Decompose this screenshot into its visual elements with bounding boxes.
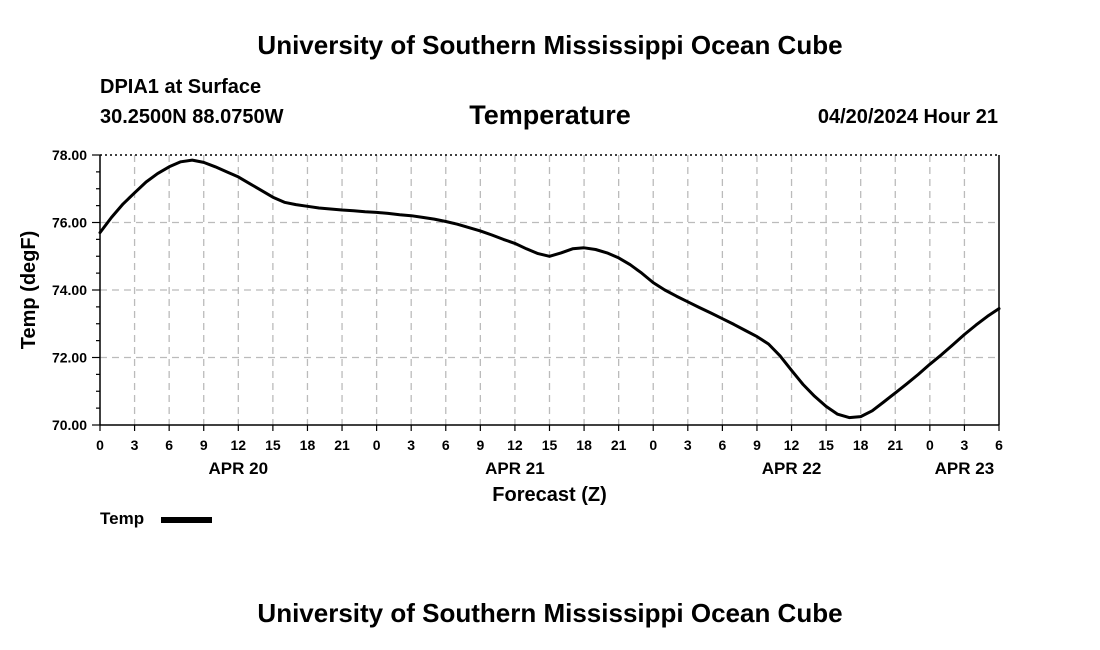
temp-series-line — [98, 158, 1001, 420]
x-tick-label: 0 — [649, 437, 657, 453]
x-tick-label: 0 — [373, 437, 381, 453]
x-tick-label: 6 — [165, 437, 173, 453]
x-tick-label: 9 — [476, 437, 484, 453]
footer-title: University of Southern Mississippi Ocean… — [257, 598, 843, 628]
x-tick-label: 18 — [300, 437, 316, 453]
forecast-timestamp: 04/20/2024 Hour 21 — [817, 106, 998, 128]
x-tick-label: 9 — [753, 437, 761, 453]
date-label: APR 23 — [935, 459, 995, 478]
x-tick-label: 6 — [995, 437, 1003, 453]
x-tick-label: 15 — [265, 437, 281, 453]
x-tick-label: 0 — [96, 437, 104, 453]
x-tick-label: 18 — [853, 437, 869, 453]
y-tick-label: 78.00 — [52, 147, 87, 163]
x-tick-label: 21 — [887, 437, 903, 453]
legend-label: Temp — [100, 509, 145, 528]
page-title: University of Southern Mississippi Ocean… — [257, 30, 843, 60]
x-tick-label: 6 — [442, 437, 450, 453]
y-tick-label: 70.00 — [52, 417, 87, 433]
date-label: APR 22 — [762, 459, 822, 478]
station-label: DPIA1 at Surface — [100, 76, 262, 98]
x-tick-label: 21 — [611, 437, 627, 453]
station-coordinates: 30.2500N 88.0750W — [100, 106, 284, 128]
x-tick-label: 18 — [576, 437, 592, 453]
x-tick-label: 12 — [231, 437, 247, 453]
x-tick-label: 15 — [818, 437, 834, 453]
date-label: APR 21 — [485, 459, 545, 478]
y-tick-label: 74.00 — [52, 282, 87, 298]
x-tick-label: 3 — [407, 437, 415, 453]
y-tick-label: 72.00 — [52, 350, 87, 366]
x-tick-label: 3 — [961, 437, 969, 453]
y-tick-label: 76.00 — [52, 215, 87, 231]
date-label: APR 20 — [209, 459, 269, 478]
x-tick-label: 3 — [131, 437, 139, 453]
x-tick-label: 3 — [684, 437, 692, 453]
x-tick-label: 6 — [718, 437, 726, 453]
x-tick-label: 15 — [542, 437, 558, 453]
chart-title: Temperature — [469, 100, 631, 130]
x-tick-label: 0 — [926, 437, 934, 453]
y-axis-label: Temp (degF) — [18, 231, 40, 350]
x-tick-label: 21 — [334, 437, 350, 453]
x-tick-label: 9 — [200, 437, 208, 453]
legend-swatch — [161, 517, 212, 523]
x-tick-label: 12 — [784, 437, 800, 453]
x-tick-label: 12 — [507, 437, 523, 453]
x-axis-label: Forecast (Z) — [492, 484, 606, 506]
